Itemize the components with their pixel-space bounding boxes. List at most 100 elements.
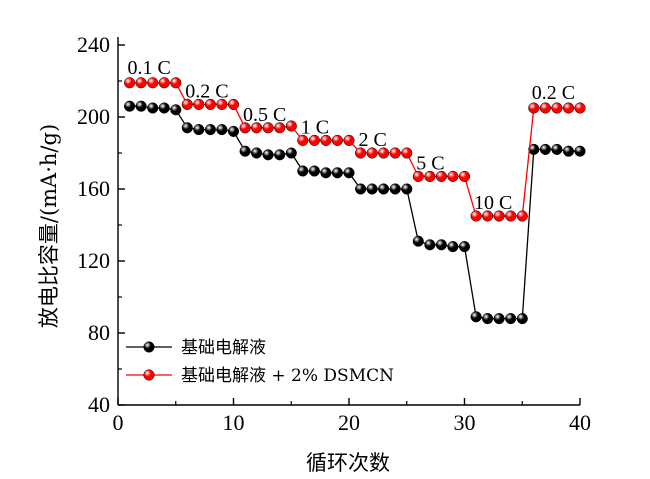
data-point: [274, 122, 286, 134]
data-point: [227, 125, 240, 137]
data-point: [401, 183, 413, 195]
y-tick-label: 160: [77, 176, 110, 201]
data-point: [516, 313, 528, 325]
series-line-2: [129, 82, 580, 217]
data-point: [470, 210, 482, 222]
data-point: [204, 124, 216, 136]
data-point: [124, 77, 136, 89]
axes: 0 10 20 30 40 40 80 120 160 200 240: [77, 32, 591, 435]
data-point: [493, 210, 505, 222]
data-point: [274, 149, 286, 161]
rate-label: 1 C: [301, 116, 329, 138]
data-point: [539, 143, 551, 155]
data-point: [181, 122, 193, 134]
data-point: [412, 235, 424, 247]
data-point: [147, 102, 159, 114]
data-point: [251, 147, 263, 159]
data-point: [170, 77, 182, 89]
data-point: [551, 102, 563, 114]
data-point: [204, 98, 216, 110]
data-point: [308, 165, 320, 177]
y-axis-title: 放电比容量/(mA·h/g): [37, 124, 61, 328]
rate-label: 0.2 C: [185, 80, 228, 102]
data-point: [262, 122, 274, 134]
data-point: [331, 134, 343, 146]
data-point: [447, 170, 459, 182]
x-tick-label: 10: [223, 410, 245, 435]
data-point: [320, 167, 332, 179]
data-point: [227, 98, 240, 110]
plot-area: 0.1 C 0.2 C 0.5 C 1 C 2 C 5 C 10 C 0.2 C: [124, 57, 586, 325]
data-point: [285, 147, 297, 159]
legend-marker: [143, 369, 155, 381]
data-point: [366, 147, 378, 159]
data-point: [389, 147, 401, 159]
data-point: [470, 311, 482, 323]
legend-label: 基础电解液: [181, 338, 266, 358]
data-point: [528, 143, 540, 155]
data-point: [447, 241, 459, 253]
data-point: [482, 313, 494, 325]
legend-label: 基础电解液 + 2% DSMCN: [181, 366, 394, 386]
data-point: [343, 167, 355, 179]
rate-label: 2 C: [359, 129, 387, 151]
data-point: [505, 210, 517, 222]
data-point: [551, 143, 563, 155]
data-point: [401, 147, 413, 159]
data-point: [539, 102, 551, 114]
data-point: [135, 100, 147, 112]
data-point: [505, 313, 517, 325]
data-point: [251, 122, 263, 134]
data-point: [216, 98, 228, 110]
data-point: [147, 77, 159, 89]
rate-label: 10 C: [474, 192, 512, 214]
x-tick-label: 0: [113, 410, 124, 435]
data-point: [158, 77, 170, 89]
y-tick-label: 80: [88, 320, 110, 345]
x-axis-title: 循环次数: [306, 451, 390, 475]
data-point: [435, 170, 447, 182]
data-point: [528, 102, 540, 114]
data-point: [135, 77, 147, 89]
data-point: [516, 210, 528, 222]
y-tick-label: 120: [77, 248, 110, 273]
data-point: [181, 98, 193, 110]
data-point: [308, 134, 320, 146]
data-point: [424, 170, 436, 182]
data-point: [493, 313, 505, 325]
y-tick-label: 200: [77, 104, 110, 129]
data-point: [355, 183, 367, 195]
data-point: [424, 239, 436, 251]
rate-label: 0.1 C: [128, 57, 171, 79]
data-point: [378, 183, 390, 195]
data-point: [574, 145, 586, 157]
data-point: [378, 147, 390, 159]
data-point: [239, 122, 251, 134]
data-point: [366, 183, 378, 195]
data-point: [170, 104, 182, 116]
data-point: [458, 170, 471, 182]
data-point: [297, 165, 309, 177]
data-point: [412, 170, 424, 182]
data-point: [285, 120, 297, 132]
legend-marker: [143, 341, 155, 353]
data-point: [574, 102, 586, 114]
data-point: [355, 147, 367, 159]
data-point: [343, 134, 355, 146]
data-point: [193, 124, 205, 136]
data-point: [458, 241, 471, 253]
data-point: [562, 102, 575, 114]
data-point: [331, 167, 343, 179]
data-point: [562, 145, 575, 157]
data-point: [482, 210, 494, 222]
data-point: [389, 183, 401, 195]
data-point: [320, 134, 332, 146]
y-tick-label: 240: [77, 32, 110, 57]
data-point: [216, 124, 228, 136]
x-tick-label: 20: [338, 410, 360, 435]
rate-label: 0.5 C: [243, 104, 286, 126]
data-point: [239, 145, 251, 157]
data-point: [193, 98, 205, 110]
